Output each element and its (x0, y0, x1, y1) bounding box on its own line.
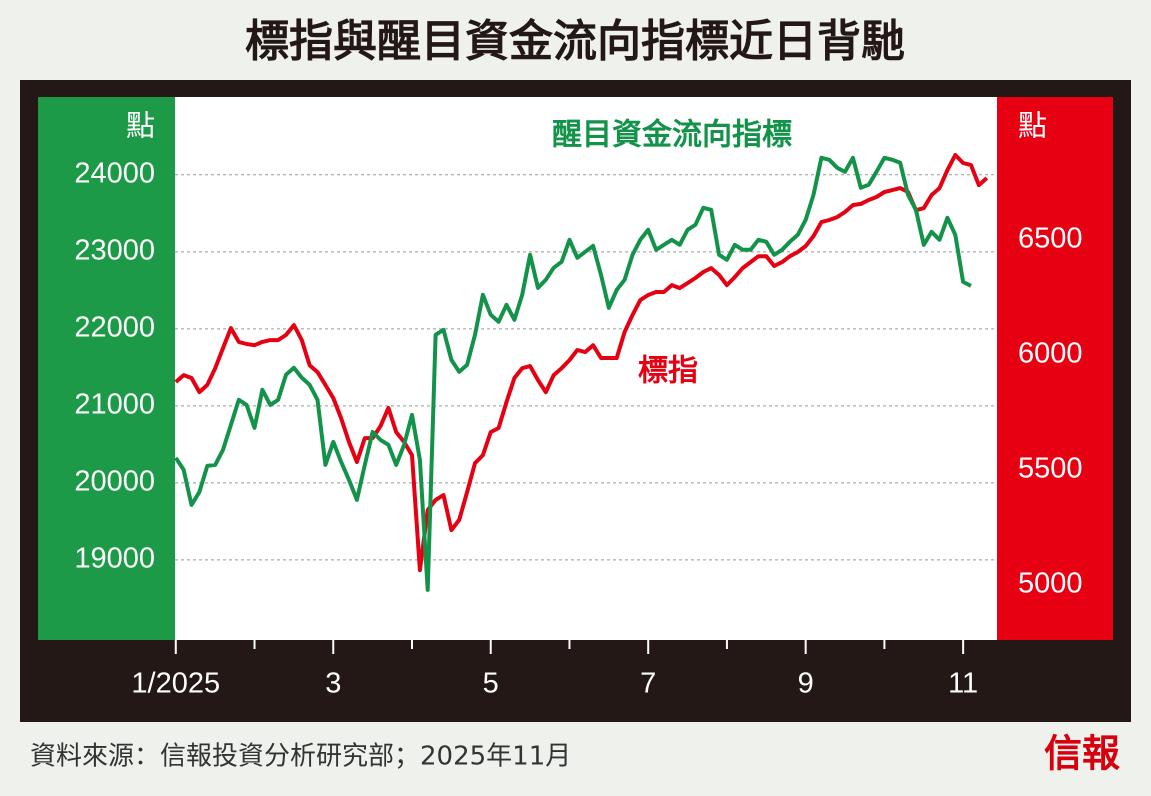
chart-title: 標指與醒目資金流向指標近日背馳 (245, 16, 905, 67)
y-tick-label: 19000 (74, 543, 155, 575)
y2-tick-label: 5000 (1018, 568, 1083, 600)
y-tick-label: 24000 (74, 157, 155, 189)
y2-unit-label: 點 (1018, 110, 1047, 143)
x-tick-label: 5 (483, 668, 499, 700)
lines: 標指 醒目資金流向指標 (174, 118, 989, 592)
y-tick-label: 20000 (74, 466, 155, 498)
legend-entry: 醒目資金流向指標 (552, 118, 792, 153)
legend-entry: 標指 (638, 354, 698, 389)
x-tick-label: 7 (640, 668, 656, 700)
left-axis-panel (38, 97, 175, 640)
y2-tick-label: 6500 (1018, 223, 1083, 255)
y-unit-label: 點 (126, 110, 155, 143)
x-tick-label: 1/2025 (131, 668, 220, 700)
x-tick-label: 11 (948, 668, 978, 700)
series-line (174, 153, 989, 573)
y-tick-label: 22000 (74, 311, 155, 343)
y-tick-label: 23000 (74, 234, 155, 266)
series-line (174, 155, 972, 592)
right-axis-panel (997, 97, 1113, 640)
y-tick-label: 21000 (74, 389, 155, 421)
logo: 信報 (1044, 731, 1120, 776)
x-tick-label: 9 (798, 668, 814, 700)
source-note: 資料來源：信報投資分析研究部；2025年11月 (30, 742, 571, 772)
x-tick-label: 3 (325, 668, 341, 700)
y2-tick-label: 6000 (1018, 338, 1083, 370)
y2-tick-label: 5500 (1018, 453, 1083, 485)
axes: 19000 20000 21000 22000 23000 24000 5000 5500 60… (74, 157, 1082, 699)
